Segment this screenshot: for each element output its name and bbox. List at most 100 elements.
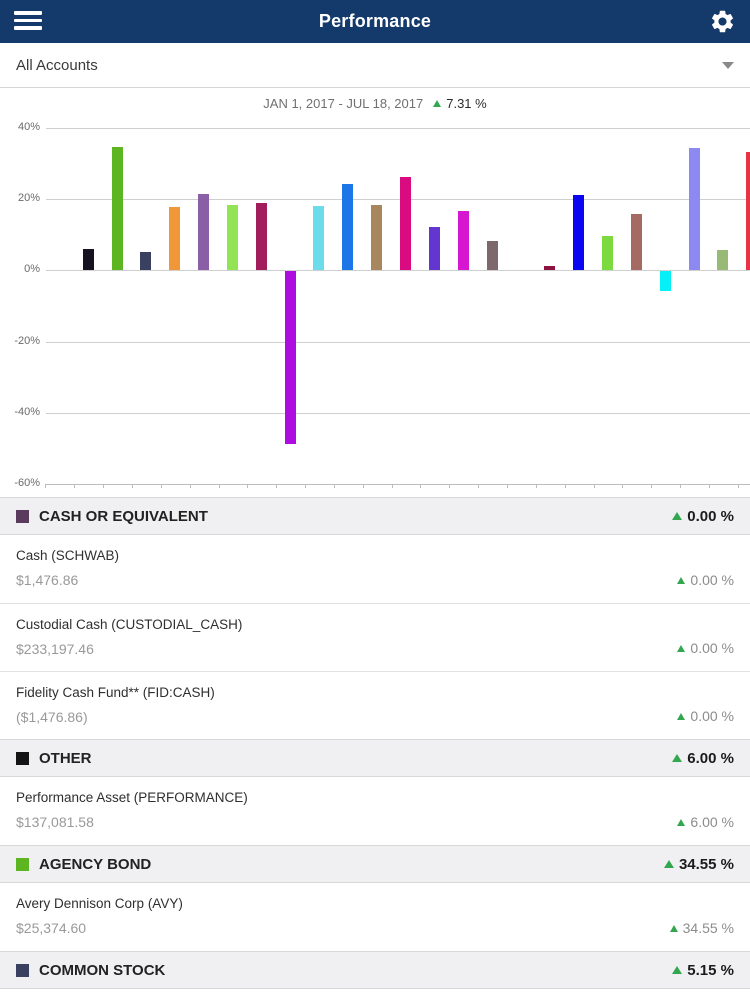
security-value: $233,197.46: [16, 641, 94, 657]
x-axis-tick: [189, 484, 191, 488]
chart-bar: [140, 252, 152, 271]
chart-total-change: 7.31 %: [433, 96, 487, 111]
chart-bar: [111, 147, 123, 271]
section-header[interactable]: COMMON STOCK 5.15 %: [0, 951, 750, 989]
chart-header: JAN 1, 2017 - JUL 18, 2017 7.31 %: [0, 96, 750, 111]
up-triangle-icon: [672, 754, 683, 762]
chart-date-range: JAN 1, 2017 - JUL 18, 2017: [263, 96, 424, 111]
page-title: Performance: [318, 11, 432, 31]
x-axis-tick: [420, 484, 422, 488]
security-change-value: 0.00 %: [690, 572, 734, 588]
security-name: Avery Dennison Corp (AVY): [16, 896, 183, 911]
security-change: 0.00 %: [677, 708, 734, 724]
security-change-value: 0.00 %: [690, 708, 734, 724]
section-label: OTHER: [39, 749, 92, 767]
y-axis-tick-label: 40%: [17, 121, 40, 133]
gridline: [46, 412, 750, 414]
section-label: CASH OR EQUIVALENT: [39, 507, 208, 525]
security-change: 6.00 %: [677, 814, 734, 830]
chart-bar: [169, 207, 181, 271]
security-change-value: 34.55 %: [682, 920, 734, 936]
chart-bar: [573, 195, 585, 271]
x-axis-tick: [333, 484, 335, 488]
chart-bar: [400, 177, 411, 271]
chart-bar: [255, 203, 267, 271]
chart-bar: [342, 183, 354, 271]
x-axis-tick: [103, 484, 105, 488]
security-row[interactable]: Avery Dennison Corp (AVY) $25,374.60 34.…: [0, 883, 750, 951]
up-triangle-icon: [433, 100, 442, 107]
performance-chart: JAN 1, 2017 - JUL 18, 2017 7.31 % 40% 20%…: [0, 88, 750, 497]
section-change-value: 5.15 %: [687, 961, 734, 979]
chart-bar: [226, 204, 238, 271]
x-axis-tick: [651, 484, 653, 488]
y-axis-tick-label: -60%: [14, 477, 40, 489]
security-row[interactable]: Cash (SCHWAB) $1,476.86 0.00 %: [0, 535, 750, 603]
chart-bar: [601, 236, 613, 271]
chart-bar: [659, 271, 671, 291]
y-axis-tick-label: -20%: [14, 334, 40, 347]
section-change: 5.15 %: [672, 962, 734, 979]
y-axis-tick-label: -40%: [14, 405, 40, 418]
section-change: 6.00 %: [672, 750, 734, 767]
chart-bar: [457, 211, 469, 271]
security-name: Cash (SCHWAB): [16, 548, 120, 563]
section-label: COMMON STOCK: [39, 961, 166, 979]
x-axis-tick: [737, 484, 739, 488]
security-value: ($1,476.86): [16, 709, 88, 725]
security-change: 34.55 %: [669, 920, 734, 936]
security-row[interactable]: Performance Asset (PERFORMANCE) $137,081…: [0, 777, 750, 845]
security-change-value: 6.00 %: [690, 814, 734, 830]
y-axis-tick-label: 0%: [24, 263, 40, 276]
x-axis-tick: [708, 484, 710, 488]
chart-bar: [746, 151, 750, 271]
chart-bar: [284, 271, 296, 445]
security-name: Fidelity Cash Fund** (FID:CASH): [16, 685, 215, 700]
section-header[interactable]: CASH OR EQUIVALENT 0.00 %: [0, 497, 750, 535]
x-axis-tick: [362, 484, 364, 488]
account-selector[interactable]: All Accounts: [0, 43, 750, 88]
app-bar: Performance: [0, 0, 750, 43]
security-value: $25,374.60: [16, 920, 87, 936]
security-value: $137,081.58: [16, 814, 94, 830]
x-axis-tick: [622, 484, 624, 488]
gridline: [46, 484, 750, 485]
security-row[interactable]: Custodial Cash (CUSTODIAL_CASH) $233,197…: [0, 603, 750, 671]
gridline: [46, 341, 750, 343]
gridline: [46, 270, 750, 272]
legend-square: [16, 751, 29, 765]
y-axis-tick-label: 20%: [17, 192, 40, 205]
section-header[interactable]: AGENCY BOND 34.55 %: [0, 845, 750, 883]
x-axis-tick: [535, 484, 537, 488]
x-axis-tick: [305, 484, 307, 488]
up-triangle-icon: [669, 924, 678, 932]
gridline: [46, 199, 750, 201]
menu-icon[interactable]: [14, 11, 42, 32]
up-triangle-icon: [663, 860, 674, 868]
chart-bar: [630, 214, 642, 271]
sections-list: CASH OR EQUIVALENT 0.00 % Cash (SCHWAB) …: [0, 497, 750, 989]
chart-bar: [313, 206, 325, 271]
section-label: AGENCY BOND: [39, 855, 152, 873]
chart-bar: [198, 193, 210, 271]
x-axis-tick: [680, 484, 682, 488]
security-name: Custodial Cash (CUSTODIAL_CASH): [16, 617, 243, 632]
chart-bar: [544, 266, 556, 271]
settings-gear-icon[interactable]: [709, 8, 736, 35]
legend-square: [16, 509, 29, 523]
x-axis-tick: [449, 484, 451, 488]
chart-bar: [82, 249, 94, 271]
security-row[interactable]: Fidelity Cash Fund** (FID:CASH) ($1,476.…: [0, 671, 750, 739]
x-axis-tick: [276, 484, 278, 488]
section-header[interactable]: OTHER 6.00 %: [0, 739, 750, 777]
x-axis-tick: [45, 484, 47, 488]
x-axis-tick: [564, 484, 566, 488]
up-triangle-icon: [677, 644, 686, 652]
up-triangle-icon: [672, 966, 683, 974]
chart-bar: [486, 241, 498, 271]
x-axis-tick: [160, 484, 162, 488]
up-triangle-icon: [677, 818, 686, 826]
x-axis-tick: [478, 484, 480, 488]
section-change-value: 0.00 %: [687, 507, 734, 525]
security-change: 0.00 %: [677, 640, 734, 656]
